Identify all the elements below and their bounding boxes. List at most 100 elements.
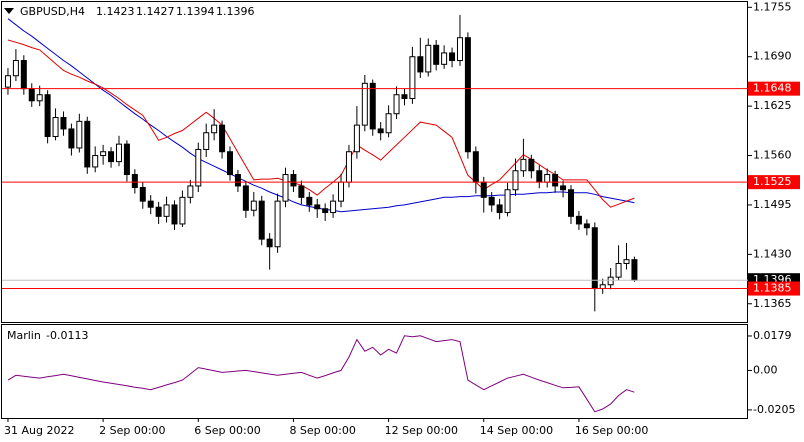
candle-body — [345, 151, 352, 183]
menu-triangle[interactable] — [4, 8, 14, 14]
candle-body — [393, 94, 400, 115]
candle-body — [203, 132, 210, 150]
candle-body — [290, 174, 297, 187]
candle-body — [623, 259, 630, 264]
candle-body — [496, 204, 503, 214]
x-tick-label: 2 Sep 00:00 — [99, 424, 165, 437]
indicator-line — [7, 335, 635, 413]
candle-body — [115, 143, 122, 163]
indicator-pane-frame — [1, 324, 748, 419]
candle-body — [282, 174, 289, 202]
y-tick-label: 1.1560 — [753, 149, 792, 162]
moving-average-line — [7, 18, 635, 213]
candle-body — [361, 82, 368, 126]
candle-body — [76, 120, 83, 149]
candle-body — [552, 174, 559, 187]
candle-body — [108, 151, 115, 163]
candle-body — [100, 151, 107, 157]
y-tick-label: 1.1495 — [753, 198, 792, 211]
x-tick-label: 14 Sep 00:00 — [480, 424, 553, 437]
candle-body — [250, 200, 257, 211]
level-box — [748, 281, 800, 296]
x-tick-label: 6 Sep 00:00 — [194, 424, 260, 437]
candle-body — [385, 113, 392, 134]
y-tick-label: 1.1690 — [753, 50, 792, 63]
candle-body — [12, 60, 19, 77]
y-tick-label: 1.1625 — [753, 99, 792, 112]
level-box — [748, 175, 800, 190]
candle-body — [449, 52, 456, 62]
candle-body — [631, 259, 638, 281]
x-tick-label: 8 Sep 00:00 — [289, 424, 355, 437]
candle-body — [92, 155, 99, 168]
candle-body — [480, 181, 487, 198]
candle-body — [575, 215, 582, 225]
candle-body — [599, 284, 606, 290]
y-tick-label: 0.00 — [753, 363, 778, 376]
price-pane-frame — [1, 1, 748, 323]
candle-body — [504, 189, 511, 214]
candle-body — [234, 174, 241, 187]
candle-body — [369, 82, 376, 130]
low-value: 1.1394 — [176, 5, 215, 18]
candle-body — [353, 124, 360, 153]
candle-body — [123, 143, 130, 176]
candle-body — [4, 75, 11, 88]
candle-body — [139, 186, 146, 202]
candle-body — [433, 44, 440, 65]
candle-body — [179, 196, 186, 225]
y-tick-label: 0.0179 — [753, 329, 792, 342]
candle-body — [401, 94, 408, 100]
candle-body — [512, 170, 519, 191]
y-tick-label: 1.1365 — [753, 297, 792, 310]
high-value: 1.1427 — [136, 5, 175, 18]
indicator-value: -0.0113 — [46, 329, 88, 342]
candle-body — [68, 128, 75, 149]
candle-body — [266, 238, 273, 248]
candle-body — [44, 94, 51, 138]
candle-body — [520, 158, 527, 172]
candle-body — [195, 148, 202, 187]
candle-body — [528, 158, 535, 172]
y-tick-label: -0.0205 — [753, 403, 795, 416]
level-label: 1.1525 — [753, 175, 792, 188]
x-tick-label: 12 Sep 00:00 — [385, 424, 458, 437]
candle-body — [52, 117, 59, 138]
candle-body — [425, 44, 432, 73]
candle-body — [163, 204, 170, 217]
symbol-title: GBPUSD,H4 — [20, 5, 85, 18]
open-value: 1.1423 — [96, 5, 135, 18]
candle-body — [338, 181, 345, 202]
candle-body — [60, 117, 67, 130]
candle-body — [560, 185, 567, 191]
candle-body — [456, 37, 463, 62]
candle-body — [377, 128, 384, 134]
candle-body — [488, 196, 495, 206]
candle-body — [28, 88, 35, 102]
candle-body — [583, 223, 590, 229]
candle-body — [20, 60, 27, 90]
y-tick-label: 1.1755 — [753, 0, 792, 13]
candle-body — [322, 208, 329, 214]
indicator-title: Marlin — [7, 329, 41, 342]
candle-body — [536, 170, 543, 183]
close-value: 1.1396 — [216, 5, 255, 18]
x-tick-label: 16 Sep 00:00 — [575, 424, 648, 437]
candle-body — [211, 124, 218, 134]
candle-body — [258, 200, 265, 240]
candle-body — [464, 37, 471, 153]
level-box — [748, 81, 800, 96]
candle-body — [274, 200, 281, 248]
candle-body — [298, 185, 305, 198]
level-label: 1.1648 — [753, 82, 792, 95]
candle-body — [219, 124, 226, 153]
candle-body — [155, 206, 162, 217]
candle-body — [306, 196, 313, 206]
candle-body — [242, 185, 249, 211]
candle-body — [472, 151, 479, 183]
moving-average-line — [7, 39, 635, 208]
candle-body — [567, 189, 574, 217]
